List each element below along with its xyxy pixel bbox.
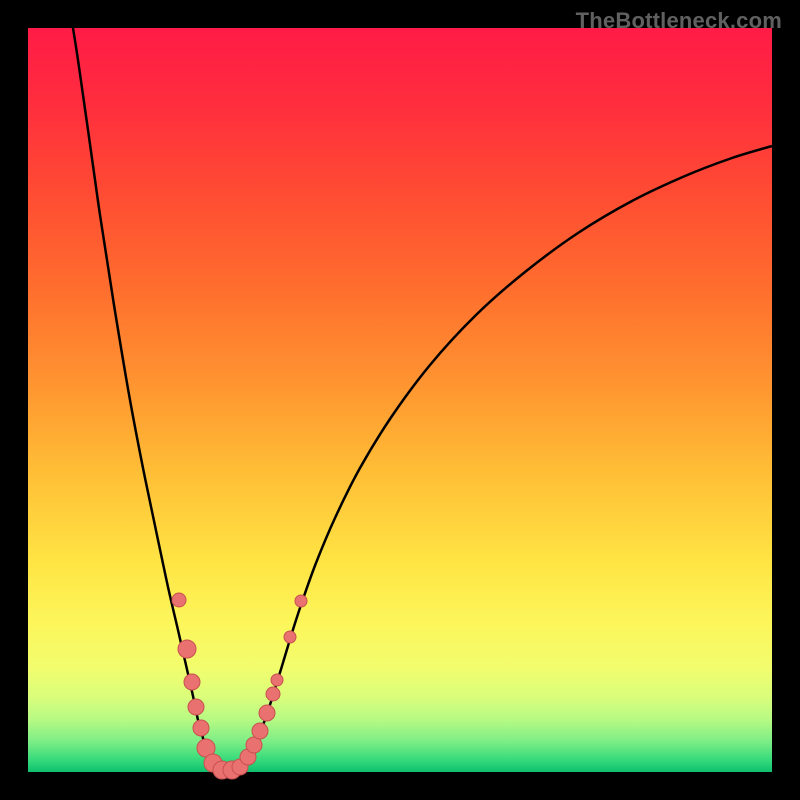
chart-marker — [172, 593, 186, 607]
chart-marker — [178, 640, 196, 658]
chart-marker — [184, 674, 200, 690]
chart-marker — [266, 687, 280, 701]
chart-marker — [259, 705, 275, 721]
chart-marker — [271, 674, 283, 686]
chart-marker — [188, 699, 204, 715]
chart-marker — [295, 595, 307, 607]
watermark-text: TheBottleneck.com — [576, 8, 782, 34]
plot-background — [28, 28, 772, 772]
chart-marker — [193, 720, 209, 736]
chart-container: TheBottleneck.com — [0, 0, 800, 800]
chart-svg — [0, 0, 800, 800]
chart-marker — [284, 631, 296, 643]
chart-marker — [252, 723, 268, 739]
